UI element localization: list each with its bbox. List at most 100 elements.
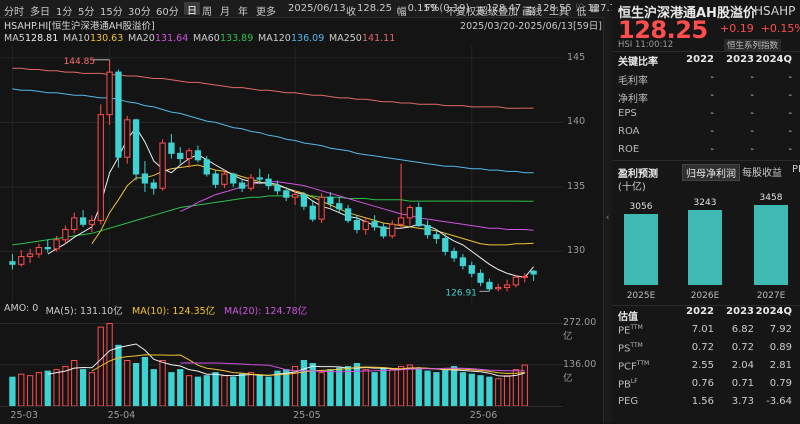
candle-body[interactable]: [477, 272, 484, 283]
volume-bar[interactable]: [247, 372, 255, 406]
candle-body[interactable]: [433, 234, 440, 240]
candle-body[interactable]: [468, 265, 475, 274]
volume-bar[interactable]: [300, 360, 308, 407]
candle-body[interactable]: [256, 177, 263, 180]
volume-bar[interactable]: [362, 369, 369, 406]
tab-period-7[interactable]: 日: [184, 2, 200, 17]
candle-body[interactable]: [283, 190, 290, 198]
volume-bar[interactable]: [177, 369, 184, 406]
candle-body[interactable]: [371, 221, 378, 228]
volume-bar[interactable]: [371, 372, 378, 406]
candle-body[interactable]: [177, 152, 184, 160]
volume-bar[interactable]: [221, 375, 228, 406]
volume-bar[interactable]: [238, 373, 246, 406]
candle-body[interactable]: [415, 207, 422, 227]
tab-period-1[interactable]: 多日: [30, 7, 50, 18]
candle-body[interactable]: [212, 173, 219, 185]
volume-bar[interactable]: [291, 366, 299, 406]
volume-bar[interactable]: [35, 372, 43, 406]
candle-body[interactable]: [185, 150, 193, 160]
volume-bar[interactable]: [380, 367, 387, 406]
tab-period-2[interactable]: 1分: [56, 7, 73, 18]
volume-bar[interactable]: [203, 375, 210, 406]
candle-body[interactable]: [62, 228, 69, 241]
super-overlay-button[interactable]: 超级叠加: [478, 7, 518, 18]
volume-bar[interactable]: [503, 375, 511, 406]
volume-bar[interactable]: [442, 369, 449, 406]
volume-bar[interactable]: [521, 364, 528, 406]
candle-body[interactable]: [168, 142, 175, 154]
volume-bar[interactable]: [44, 370, 51, 406]
candle-body[interactable]: [406, 207, 414, 219]
collapse-panel-icon[interactable]: ‹: [605, 213, 610, 223]
volume-bar[interactable]: [79, 369, 87, 406]
candle-body[interactable]: [106, 71, 113, 116]
volume-bar[interactable]: [88, 372, 96, 406]
forecast-tab-0[interactable]: 归母净利润: [682, 164, 740, 181]
volume-bar[interactable]: [168, 372, 175, 406]
candle-body[interactable]: [521, 275, 528, 278]
volume-chart[interactable]: [0, 303, 563, 406]
volume-bar[interactable]: [194, 376, 202, 406]
candle-body[interactable]: [221, 173, 228, 185]
candle-body[interactable]: [327, 196, 334, 205]
candle-body[interactable]: [300, 194, 308, 207]
candle-body[interactable]: [459, 257, 467, 267]
candle-body[interactable]: [495, 287, 502, 290]
candle-body[interactable]: [88, 219, 96, 225]
candle-body[interactable]: [26, 253, 34, 258]
grid-icon[interactable]: ▦: [590, 3, 600, 14]
volume-bar[interactable]: [150, 369, 157, 406]
volume-bar[interactable]: [495, 378, 502, 406]
candle-body[interactable]: [291, 194, 299, 198]
volume-bar[interactable]: [336, 367, 343, 406]
candle-body[interactable]: [344, 208, 352, 221]
volume-bar[interactable]: [327, 369, 334, 406]
candle-body[interactable]: [442, 238, 449, 252]
candle-body[interactable]: [9, 261, 16, 265]
candle-body[interactable]: [424, 225, 431, 236]
candle-body[interactable]: [318, 196, 325, 220]
volume-bar[interactable]: [132, 363, 140, 406]
tab-period-0[interactable]: 分时: [4, 7, 24, 18]
volume-bar[interactable]: [185, 375, 193, 406]
tab-period-4[interactable]: 15分: [100, 7, 123, 18]
volume-bar[interactable]: [406, 364, 414, 406]
volume-bar[interactable]: [424, 370, 431, 406]
volume-bar[interactable]: [141, 356, 149, 406]
tab-period-10[interactable]: 年: [238, 7, 248, 18]
candle-body[interactable]: [124, 119, 131, 158]
volume-bar[interactable]: [468, 373, 475, 406]
shortcut-key[interactable]: F9: [425, 3, 438, 14]
volume-bar[interactable]: [212, 372, 219, 406]
tab-period-5[interactable]: 30分: [128, 7, 151, 18]
candle-body[interactable]: [389, 223, 396, 237]
candle-body[interactable]: [353, 219, 361, 230]
volume-bar[interactable]: [18, 373, 25, 406]
volume-bar[interactable]: [230, 376, 237, 406]
candle-body[interactable]: [44, 247, 51, 250]
volume-bar[interactable]: [309, 363, 316, 406]
candle-body[interactable]: [362, 221, 369, 230]
heart-icon[interactable]: ♡: [575, 3, 584, 14]
tab-period-9[interactable]: 月: [220, 7, 230, 18]
volume-bar[interactable]: [477, 375, 484, 406]
candle-body[interactable]: [132, 119, 140, 175]
volume-bar[interactable]: [318, 372, 325, 406]
forecast-bar[interactable]: [688, 210, 722, 285]
candle-body[interactable]: [141, 173, 149, 184]
candle-body[interactable]: [530, 270, 537, 275]
candle-body[interactable]: [79, 217, 87, 225]
forecast-tab-2[interactable]: PE: [792, 164, 800, 175]
volume-bar[interactable]: [106, 322, 113, 406]
forecast-bar[interactable]: [754, 205, 788, 285]
candle-body[interactable]: [150, 182, 157, 189]
forecast-tab-1[interactable]: 每股收益: [742, 168, 782, 179]
volume-bar[interactable]: [115, 344, 122, 406]
candle-body[interactable]: [397, 217, 405, 225]
price-chart[interactable]: 144.85 126.91: [0, 45, 563, 303]
volume-bar[interactable]: [450, 366, 458, 406]
volume-bar[interactable]: [283, 369, 290, 406]
candle-body[interactable]: [71, 217, 78, 230]
candle-body[interactable]: [486, 281, 493, 290]
